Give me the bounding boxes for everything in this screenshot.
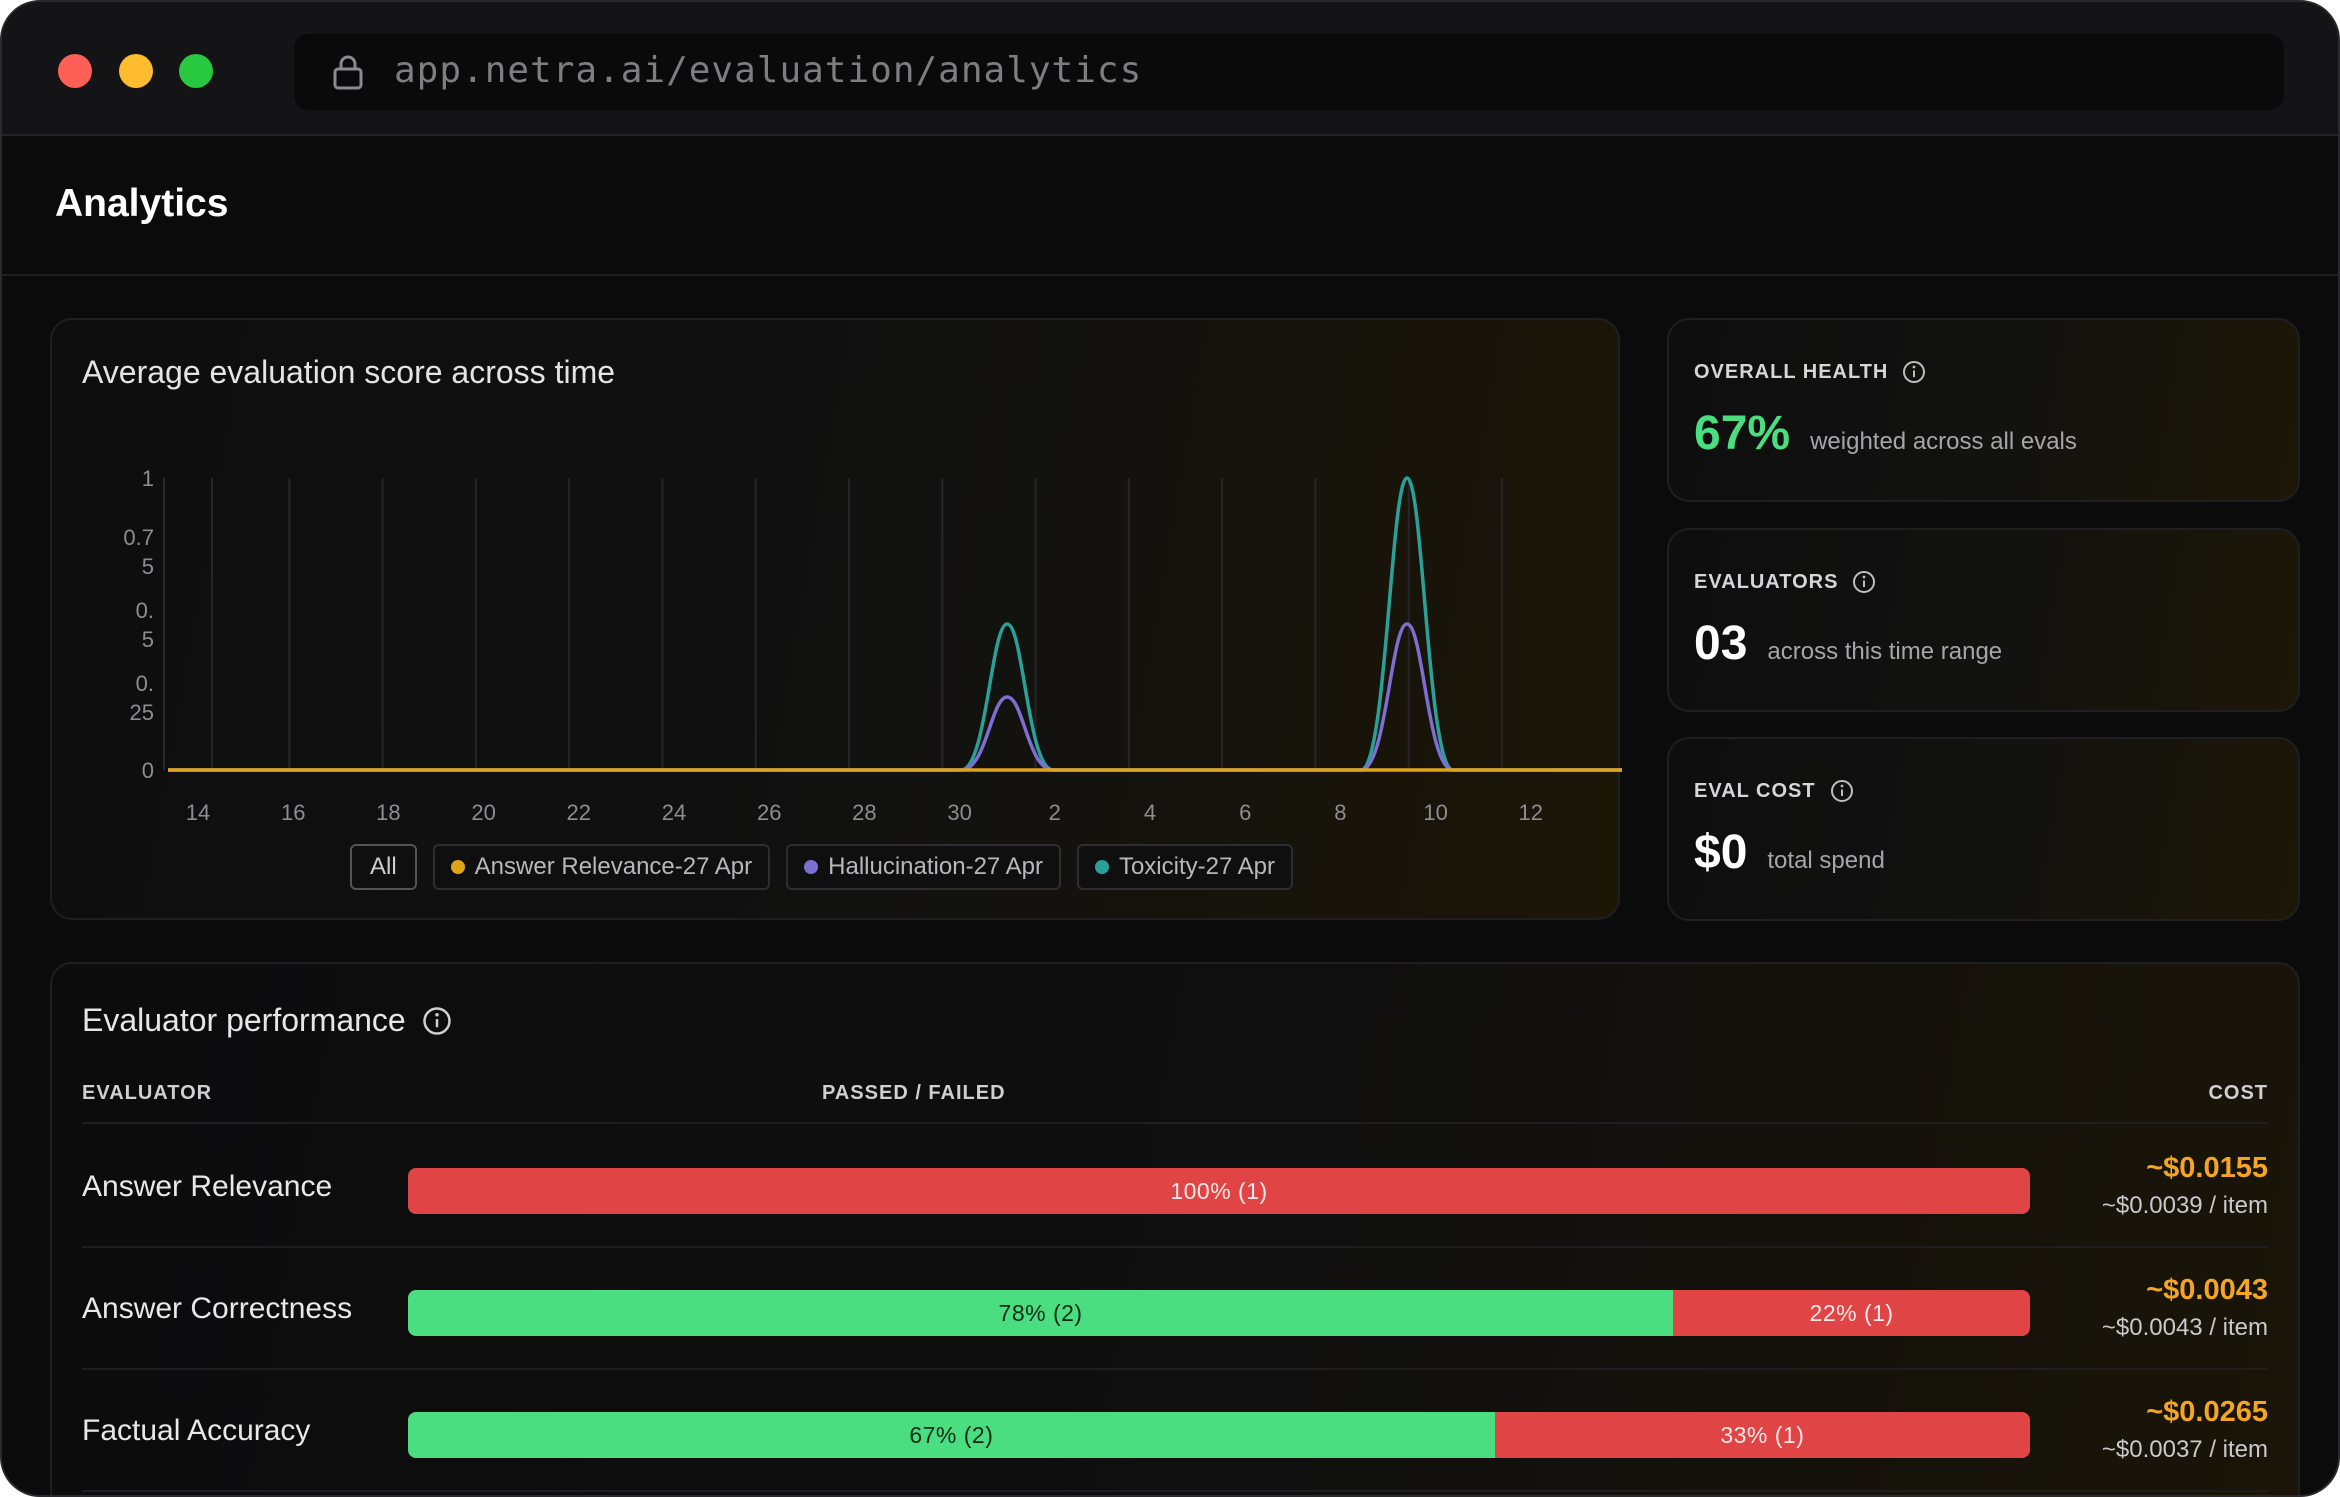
pass-fail-bar: 67% (2) 33% (1) [408,1412,2030,1458]
y-tick-label: 0. [136,671,154,696]
passed-segment: 78% (2) [408,1290,1674,1336]
y-tick-label: 0 [142,758,154,783]
y-tick-label: 5 [142,627,154,652]
x-tick-label: 14 [186,800,210,825]
legend-filter-toxicity[interactable]: Toxicity-27 Apr [1076,844,1294,890]
score-chart-card: Average evaluation score across time 1 0.… [50,318,1622,920]
column-header-passed-failed: PASSED / FAILED [822,1082,1006,1104]
legend-dot-icon [804,860,819,874]
legend-filter-hallucination[interactable]: Hallucination-27 Apr [786,844,1061,890]
failed-segment: 100% (1) [408,1168,2030,1214]
legend-dot-icon [450,860,465,874]
eval-cost-row: $0 total spend [1694,825,1885,880]
lock-icon [333,55,363,90]
passed-segment: 67% (2) [408,1412,1495,1458]
x-tick-label: 2 [1049,800,1061,825]
x-tick-label: 8 [1334,800,1346,825]
eval-cost-value: $0 [1694,826,1748,879]
overall-health-label-row: OVERALL HEALTH [1694,360,1926,384]
legend-filter-answer-relevance[interactable]: Answer Relevance-27 Apr [432,844,771,890]
x-tick-label: 16 [281,800,305,825]
close-window-button[interactable] [58,54,92,88]
score-line-chart: 10.750.50.250141618202224262830246810121… [123,466,1622,825]
cost-total: ~$0.0265 [2146,1396,2268,1428]
series-line [168,622,1622,772]
failed-segment: 22% (1) [1673,1290,2030,1336]
legend-label: Answer Relevance-27 Apr [474,853,753,880]
x-tick-label: 18 [376,800,400,825]
x-tick-label: 10 [1423,800,1447,825]
overall-health-row: 67% weighted across all evals [1694,406,2077,461]
chart-legend: All Answer Relevance-27 Apr Hallucinatio… [350,844,1294,890]
address-bar[interactable]: app.netra.ai/evaluation/analytics [294,34,2284,110]
legend-label: Hallucination-27 Apr [828,853,1043,880]
cost-per-item: ~$0.0039 / item [2101,1192,2268,1219]
x-tick-label: 24 [662,800,686,825]
evaluators-label-row: EVALUATORS [1694,570,1876,594]
maximize-window-button[interactable] [179,54,213,88]
chart-title: Average evaluation score across time [82,354,616,390]
overall-health-card: OVERALL HEALTH 67% weighted across all e… [1667,318,2300,502]
evaluators-label: EVALUATORS [1694,570,1839,593]
title-bar: app.netra.ai/evaluation/analytics [2,2,2338,136]
minimize-window-button[interactable] [119,54,153,88]
x-tick-label: 6 [1239,800,1251,825]
page-title: Analytics [55,182,229,225]
evaluator-name: Answer Relevance [82,1170,333,1203]
eval-cost-label: EVAL COST [1694,779,1816,802]
evaluators-desc: across this time range [1767,638,2003,665]
x-tick-label: 12 [1519,800,1543,825]
eval-cost-card: EVAL COST $0 total spend [1667,737,2300,921]
y-tick-label: 1 [142,466,154,491]
evaluator-name: Answer Correctness [82,1292,353,1325]
evaluators-row: 03 across this time range [1694,616,2002,671]
legend-all-label: All [370,853,397,880]
x-tick-label: 20 [471,800,495,825]
eval-cost-desc: total spend [1767,847,1885,874]
evaluator-name: Factual Accuracy [82,1414,311,1447]
performance-title-row: Evaluator performance [82,1002,452,1039]
overall-health-desc: weighted across all evals [1810,428,2077,455]
eval-cost-label-row: EVAL COST [1694,779,1854,803]
column-header-evaluator: EVALUATOR [82,1082,213,1104]
table-row[interactable]: Factual Accuracy 67% (2) 33% (1) ~$0.0265 ~$… [82,1370,2268,1492]
evaluators-card: EVALUATORS 03 across this time range [1667,528,2300,712]
y-tick-label: 5 [142,554,154,579]
table-row[interactable]: Answer Correctness 78% (2) 22% (1) ~$0.0043… [82,1248,2268,1370]
x-tick-label: 30 [947,800,971,825]
overall-health-label: OVERALL HEALTH [1694,360,1889,383]
url-text: app.netra.ai/evaluation/analytics [394,50,1143,91]
table-row[interactable]: Answer Relevance 100% (1) ~$0.0155 ~$0.0039… [82,1126,2268,1248]
page-header: Analytics [2,138,2338,276]
x-tick-label: 22 [567,800,591,825]
x-tick-label: 26 [757,800,781,825]
legend-filter-all[interactable]: All [350,844,417,890]
evaluators-value: 03 [1694,617,1748,670]
cost-per-item: ~$0.0037 / item [2101,1436,2268,1463]
cost-per-item: ~$0.0043 / item [2101,1314,2268,1341]
info-icon[interactable] [422,1006,452,1036]
cost-total: ~$0.0043 [2146,1274,2268,1306]
performance-title: Evaluator performance [82,1002,406,1038]
column-header-cost: COST [2208,1082,2268,1104]
series-line [168,476,1622,772]
x-tick-label: 4 [1144,800,1156,825]
info-icon[interactable] [1830,779,1854,803]
overall-health-value: 67% [1694,407,1791,460]
y-tick-label: 25 [130,700,154,725]
pass-fail-bar: 78% (2) 22% (1) [408,1290,2030,1336]
header-divider [82,1122,2268,1124]
cost-total: ~$0.0155 [2146,1152,2268,1184]
failed-segment: 33% (1) [1494,1412,2030,1458]
pass-fail-bar: 100% (1) [408,1168,2030,1214]
legend-label: Toxicity-27 Apr [1118,853,1276,880]
legend-dot-icon [1094,860,1109,874]
info-icon[interactable] [1902,360,1926,384]
info-icon[interactable] [1852,570,1876,594]
x-tick-label: 28 [852,800,876,825]
y-tick-label: 0. [136,598,154,623]
evaluator-performance-card: Evaluator performance EVALUATOR PASSED /… [50,962,2300,1495]
y-tick-label: 0.7 [123,525,154,550]
